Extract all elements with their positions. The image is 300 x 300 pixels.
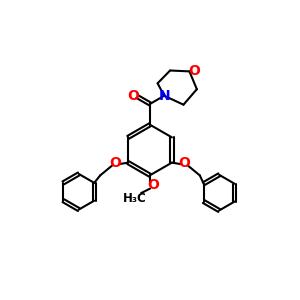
Text: O: O xyxy=(178,156,190,170)
Text: O: O xyxy=(188,64,200,78)
Text: O: O xyxy=(148,178,160,192)
Text: H₃C: H₃C xyxy=(123,192,147,205)
Text: O: O xyxy=(110,156,122,170)
Text: O: O xyxy=(127,89,139,103)
Text: N: N xyxy=(158,89,170,103)
